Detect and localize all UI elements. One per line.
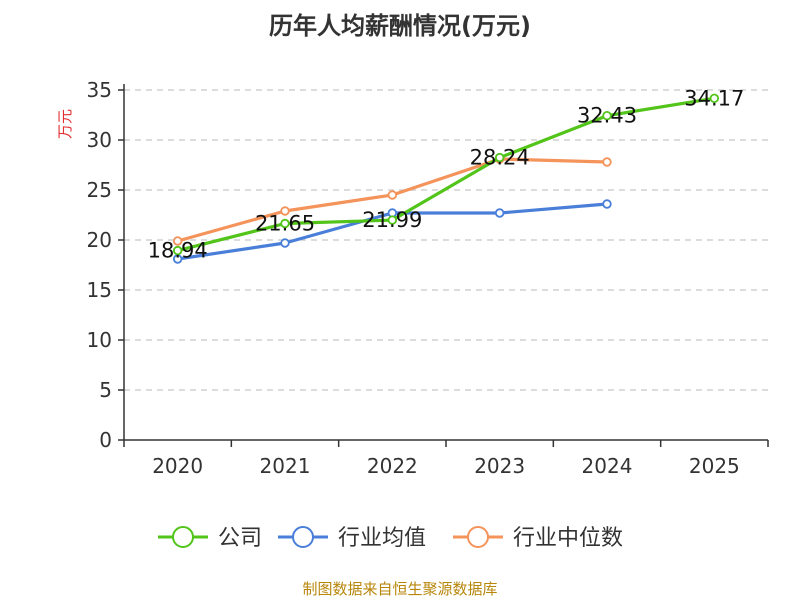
y-tick-label-30: 30: [87, 128, 112, 152]
x-tick-label-2022: 2022: [367, 454, 418, 478]
x-tick-label-2020: 2020: [152, 454, 203, 478]
data-label-2022: 21.99: [362, 208, 422, 232]
legend-marker-2: [467, 526, 489, 548]
y-tick-label-25: 25: [87, 178, 112, 202]
legend-label-0: 公司: [218, 526, 262, 551]
y-tick-label-5: 5: [99, 378, 112, 402]
point-2-2022: [387, 190, 398, 200]
point-0-2021: [280, 218, 290, 229]
y-tick-label-10: 10: [87, 328, 112, 352]
y-tick-label-15: 15: [87, 278, 112, 302]
legend-item-0[interactable]: 公司: [158, 526, 262, 551]
legend-item-1[interactable]: 行业均值: [278, 526, 426, 551]
legend-marker-0: [172, 526, 194, 548]
data-label-2021: 21.65: [255, 212, 315, 236]
y-axis-title: 万元: [56, 109, 74, 139]
point-1-2024: [602, 199, 612, 209]
data-label-2025: 34.17: [684, 86, 744, 110]
data-labels: 18.94 21.65 21.99 28.24 32.43 34.17: [148, 86, 745, 262]
x-tick-label-2024: 2024: [582, 454, 633, 478]
series-lines: [172, 93, 720, 264]
point-2-2021: [280, 206, 290, 216]
point-0-2020: [172, 245, 183, 256]
point-1-2021: [280, 238, 290, 248]
y-tick-label-0: 0: [99, 428, 112, 452]
point-0-2022: [387, 215, 398, 225]
legend[interactable]: 公司 行业均值 行业中位数: [158, 526, 623, 551]
legend-item-2[interactable]: 行业中位数: [453, 526, 623, 551]
y-tick-label-20: 20: [87, 228, 112, 252]
x-tick-label-2021: 2021: [260, 454, 311, 478]
chart-title: 历年人均薪酬情况(万元): [269, 12, 531, 40]
data-label-2024: 32.43: [577, 104, 637, 128]
series-line-0: [177, 96, 715, 253]
point-0-2025: [709, 93, 720, 103]
legend-label-2: 行业中位数: [513, 526, 623, 551]
legend-label-1: 行业均值: [338, 526, 426, 551]
y-tick-label-35: 35: [87, 78, 112, 102]
point-2-2020: [172, 236, 183, 246]
x-tick-label-2023: 2023: [474, 454, 525, 478]
source-note: 制图数据来自恒生聚源数据库: [302, 580, 498, 598]
point-1-2023: [494, 208, 505, 218]
data-label-2023: 28.24: [470, 146, 530, 170]
x-tick-label-2025: 2025: [689, 454, 740, 478]
point-0-2023: [494, 152, 505, 163]
point-0-2024: [602, 110, 612, 121]
legend-marker-1: [292, 526, 314, 548]
point-2-2024: [602, 157, 612, 167]
data-label-2020: 18.94: [148, 239, 208, 263]
